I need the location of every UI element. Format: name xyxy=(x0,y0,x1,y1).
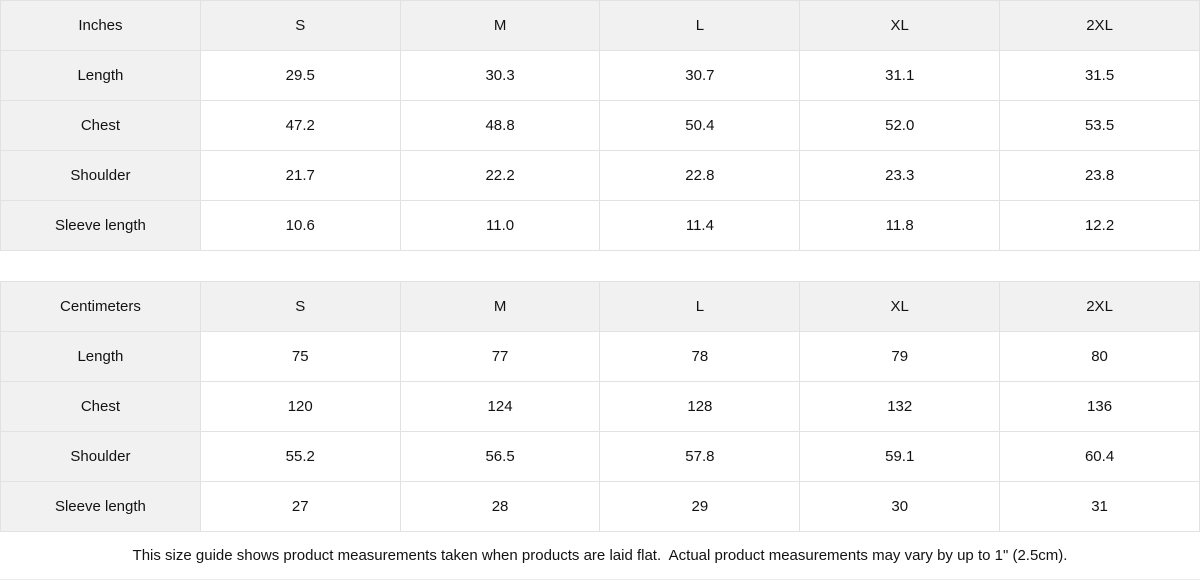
measurement-cell: 124 xyxy=(399,381,601,432)
table-spacer xyxy=(0,251,1200,281)
measurement-cell: 53.5 xyxy=(999,100,1200,151)
measurement-cell: 22.2 xyxy=(399,150,601,201)
measurement-cell: 29.5 xyxy=(199,50,401,101)
size-column-header: M xyxy=(399,281,601,332)
table-row: Sleeve length 10.6 11.0 11.4 11.8 12.2 xyxy=(0,200,1200,251)
measurement-cell: 136 xyxy=(999,381,1200,432)
measurement-cell: 48.8 xyxy=(399,100,601,151)
row-label: Sleeve length xyxy=(0,200,201,251)
centimeters-table: Centimeters S M L XL 2XL Length 75 77 78… xyxy=(0,281,1200,532)
size-column-header: 2XL xyxy=(999,0,1200,51)
measurement-cell: 50.4 xyxy=(599,100,801,151)
row-label: Chest xyxy=(0,100,201,151)
unit-header: Inches xyxy=(0,0,201,51)
measurement-cell: 120 xyxy=(199,381,401,432)
size-column-header: S xyxy=(199,281,401,332)
measurement-cell: 75 xyxy=(199,331,401,382)
measurement-cell: 57.8 xyxy=(599,431,801,482)
table-row: Chest 120 124 128 132 136 xyxy=(0,381,1200,432)
measurement-cell: 128 xyxy=(599,381,801,432)
size-column-header: S xyxy=(199,0,401,51)
measurement-cell: 55.2 xyxy=(199,431,401,482)
measurement-cell: 28 xyxy=(399,481,601,532)
size-column-header: XL xyxy=(799,281,1001,332)
measurement-cell: 30.7 xyxy=(599,50,801,101)
size-column-header: 2XL xyxy=(999,281,1200,332)
measurement-cell: 22.8 xyxy=(599,150,801,201)
table-row: Shoulder 21.7 22.2 22.8 23.3 23.8 xyxy=(0,150,1200,201)
row-label: Shoulder xyxy=(0,431,201,482)
measurement-cell: 23.8 xyxy=(999,150,1200,201)
table-row: Length 75 77 78 79 80 xyxy=(0,331,1200,382)
size-guide-note: This size guide shows product measuremen… xyxy=(0,532,1200,580)
size-column-header: L xyxy=(599,281,801,332)
measurement-cell: 31.5 xyxy=(999,50,1200,101)
measurement-cell: 132 xyxy=(799,381,1001,432)
measurement-cell: 56.5 xyxy=(399,431,601,482)
measurement-cell: 80 xyxy=(999,331,1200,382)
measurement-cell: 23.3 xyxy=(799,150,1001,201)
table-row: Shoulder 55.2 56.5 57.8 59.1 60.4 xyxy=(0,431,1200,482)
measurement-cell: 59.1 xyxy=(799,431,1001,482)
size-column-header: M xyxy=(399,0,601,51)
row-label: Shoulder xyxy=(0,150,201,201)
measurement-cell: 31 xyxy=(999,481,1200,532)
inches-table: Inches S M L XL 2XL Length 29.5 30.3 30.… xyxy=(0,0,1200,251)
measurement-cell: 11.8 xyxy=(799,200,1001,251)
measurement-cell: 78 xyxy=(599,331,801,382)
measurement-cell: 31.1 xyxy=(799,50,1001,101)
measurement-cell: 21.7 xyxy=(199,150,401,201)
measurement-cell: 11.4 xyxy=(599,200,801,251)
table-row: Length 29.5 30.3 30.7 31.1 31.5 xyxy=(0,50,1200,101)
measurement-cell: 52.0 xyxy=(799,100,1001,151)
size-column-header: L xyxy=(599,0,801,51)
measurement-cell: 12.2 xyxy=(999,200,1200,251)
unit-header: Centimeters xyxy=(0,281,201,332)
measurement-cell: 30 xyxy=(799,481,1001,532)
row-label: Sleeve length xyxy=(0,481,201,532)
size-column-header: XL xyxy=(799,0,1001,51)
measurement-cell: 60.4 xyxy=(999,431,1200,482)
row-label: Length xyxy=(0,50,201,101)
measurement-cell: 27 xyxy=(199,481,401,532)
measurement-cell: 47.2 xyxy=(199,100,401,151)
measurement-cell: 11.0 xyxy=(399,200,601,251)
table-row: Sleeve length 27 28 29 30 31 xyxy=(0,481,1200,532)
measurement-cell: 79 xyxy=(799,331,1001,382)
table-header-row: Inches S M L XL 2XL xyxy=(0,0,1200,51)
measurement-cell: 77 xyxy=(399,331,601,382)
row-label: Chest xyxy=(0,381,201,432)
row-label: Length xyxy=(0,331,201,382)
table-row: Chest 47.2 48.8 50.4 52.0 53.5 xyxy=(0,100,1200,151)
table-header-row: Centimeters S M L XL 2XL xyxy=(0,281,1200,332)
measurement-cell: 29 xyxy=(599,481,801,532)
measurement-cell: 30.3 xyxy=(399,50,601,101)
measurement-cell: 10.6 xyxy=(199,200,401,251)
